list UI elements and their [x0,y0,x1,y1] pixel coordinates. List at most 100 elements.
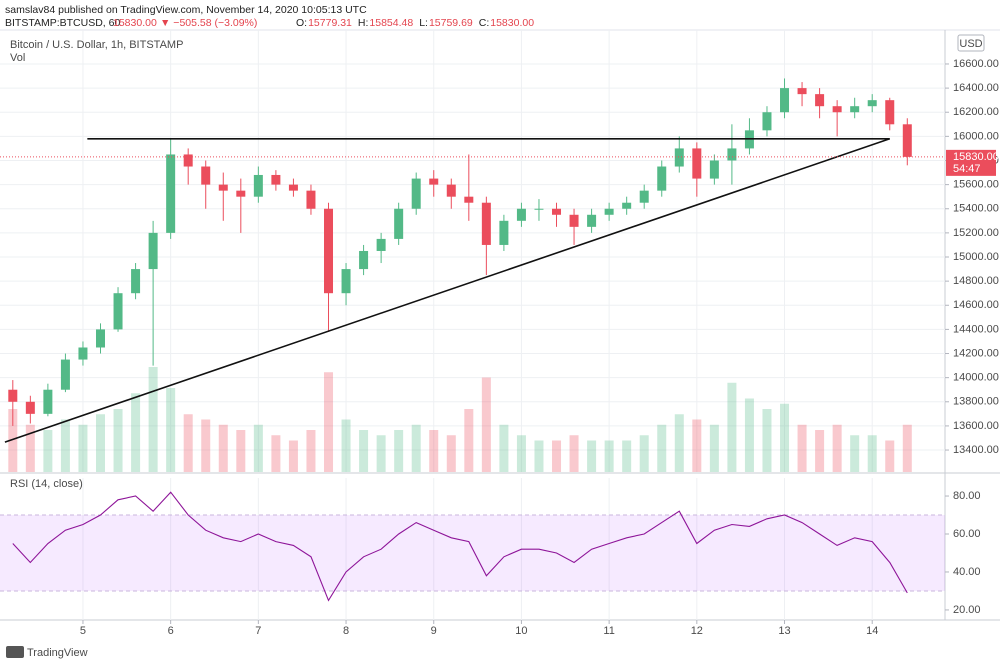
candle-body [271,174,281,185]
candle-body [797,88,807,95]
volume-bar [324,372,334,472]
volume-bar [253,424,263,472]
brand: TradingView [27,647,88,659]
volume-bar [446,435,456,472]
y-tick-label: 60.00 [953,528,981,540]
x-tick-label: 6 [168,625,174,637]
currency: USD [959,38,982,50]
byline: samslav84 published on TradingView.com, … [5,4,367,16]
y-tick-label: 15200.00 [953,227,999,239]
volume-bar [709,424,719,472]
candle-body [394,208,404,239]
price [0,78,945,443]
x-tick-label: 10 [515,625,527,637]
y-tick-label: 15000.00 [953,251,999,263]
y-tick-label: 20.00 [953,604,981,616]
axes: 5 6 7 8 9 10 11 12 13 14 13400.00 13600.00 13800.00 1… [80,58,999,637]
x-tick-label: 9 [431,625,437,637]
last-price-label: 15830.00 [953,151,999,163]
grid [0,30,945,620]
volume-bar [516,435,526,472]
candle-body [324,208,334,294]
volume-bar [727,382,737,472]
candle-body [481,202,491,245]
quote-value: 15779.31 [308,17,352,29]
volume-bar [8,409,18,472]
volume-bar [113,409,123,472]
candle-body [359,250,369,270]
candle-body [727,148,737,161]
volume-bar [885,440,895,472]
volume-bar [674,414,684,472]
quote-label: O: [296,17,307,29]
candle-body [148,232,158,270]
y-tick-label: 14200.00 [953,347,999,359]
volume-bar [60,419,70,472]
volume-bar [411,424,421,472]
candle-body [201,166,211,185]
symbol: BITSTAMP:BTCUSD, 60 [5,17,120,29]
quote-value: 15830.00 [490,17,534,29]
candle-body [288,184,298,191]
candle-body [639,190,649,203]
volume-title: Vol [10,52,25,64]
volume-bar [236,430,246,472]
volume [8,367,912,472]
volume-bar [850,435,860,472]
quote-label: H: [358,17,369,29]
volume-bar [131,393,141,472]
volume-bar [569,435,579,472]
candle-body [815,94,825,107]
volume-bar [832,424,842,472]
x-tick-label: 11 [603,625,614,637]
quote-label: C: [479,17,490,29]
volume-bar [587,440,597,472]
volume-bar [622,440,632,472]
y-tick-label: 13400.00 [953,444,999,456]
currency-box [957,34,985,52]
volume-bar [534,440,544,472]
candle-body [674,148,684,167]
candle-body [8,389,18,402]
volume-bar [499,424,509,472]
y-tick-label: 14000.00 [953,372,999,384]
y-tick-label: 14400.00 [953,323,999,335]
brand-logo [6,646,24,658]
volume-bar [78,424,88,472]
change: ▼ −505.58 (−3.09%) [160,17,257,29]
volume-bar [481,377,491,472]
candle-body [780,88,790,113]
candle-body [604,208,614,215]
y-tick-label: 14600.00 [953,299,999,311]
candle-body [306,190,316,209]
trendline [4,138,891,443]
candle-body [376,238,386,251]
volume-bar [306,430,316,472]
candle-body [113,293,123,330]
volume-bar [359,430,369,472]
y-tick-label: 16600.00 [953,58,999,70]
rsi [12,491,908,602]
candle-body [534,208,544,210]
y-tick-label: 13800.00 [953,396,999,408]
volume-bar [201,419,211,472]
candle-body [692,148,702,179]
volume-bar [552,440,562,472]
y-tick-label: 14800.00 [953,275,999,287]
quote-label: L: [419,17,428,29]
candle-body [516,208,526,221]
y-tick-label: 40.00 [953,566,981,578]
quote: O: 15779.31 H: 15854.48 L: 15759.69 C: 15830.00 [296,17,534,29]
rsi-title: RSI (14, close) [10,478,83,490]
volume-bar [639,435,649,472]
volume-bar [271,435,281,472]
volume-bar [43,430,53,472]
x-tick-label: 7 [255,625,261,637]
candle-body [411,178,421,209]
candle-body [657,166,667,191]
candle-body [850,106,860,113]
volume-bar [692,419,702,472]
candle-body [43,389,53,414]
volume-bar [464,409,474,472]
